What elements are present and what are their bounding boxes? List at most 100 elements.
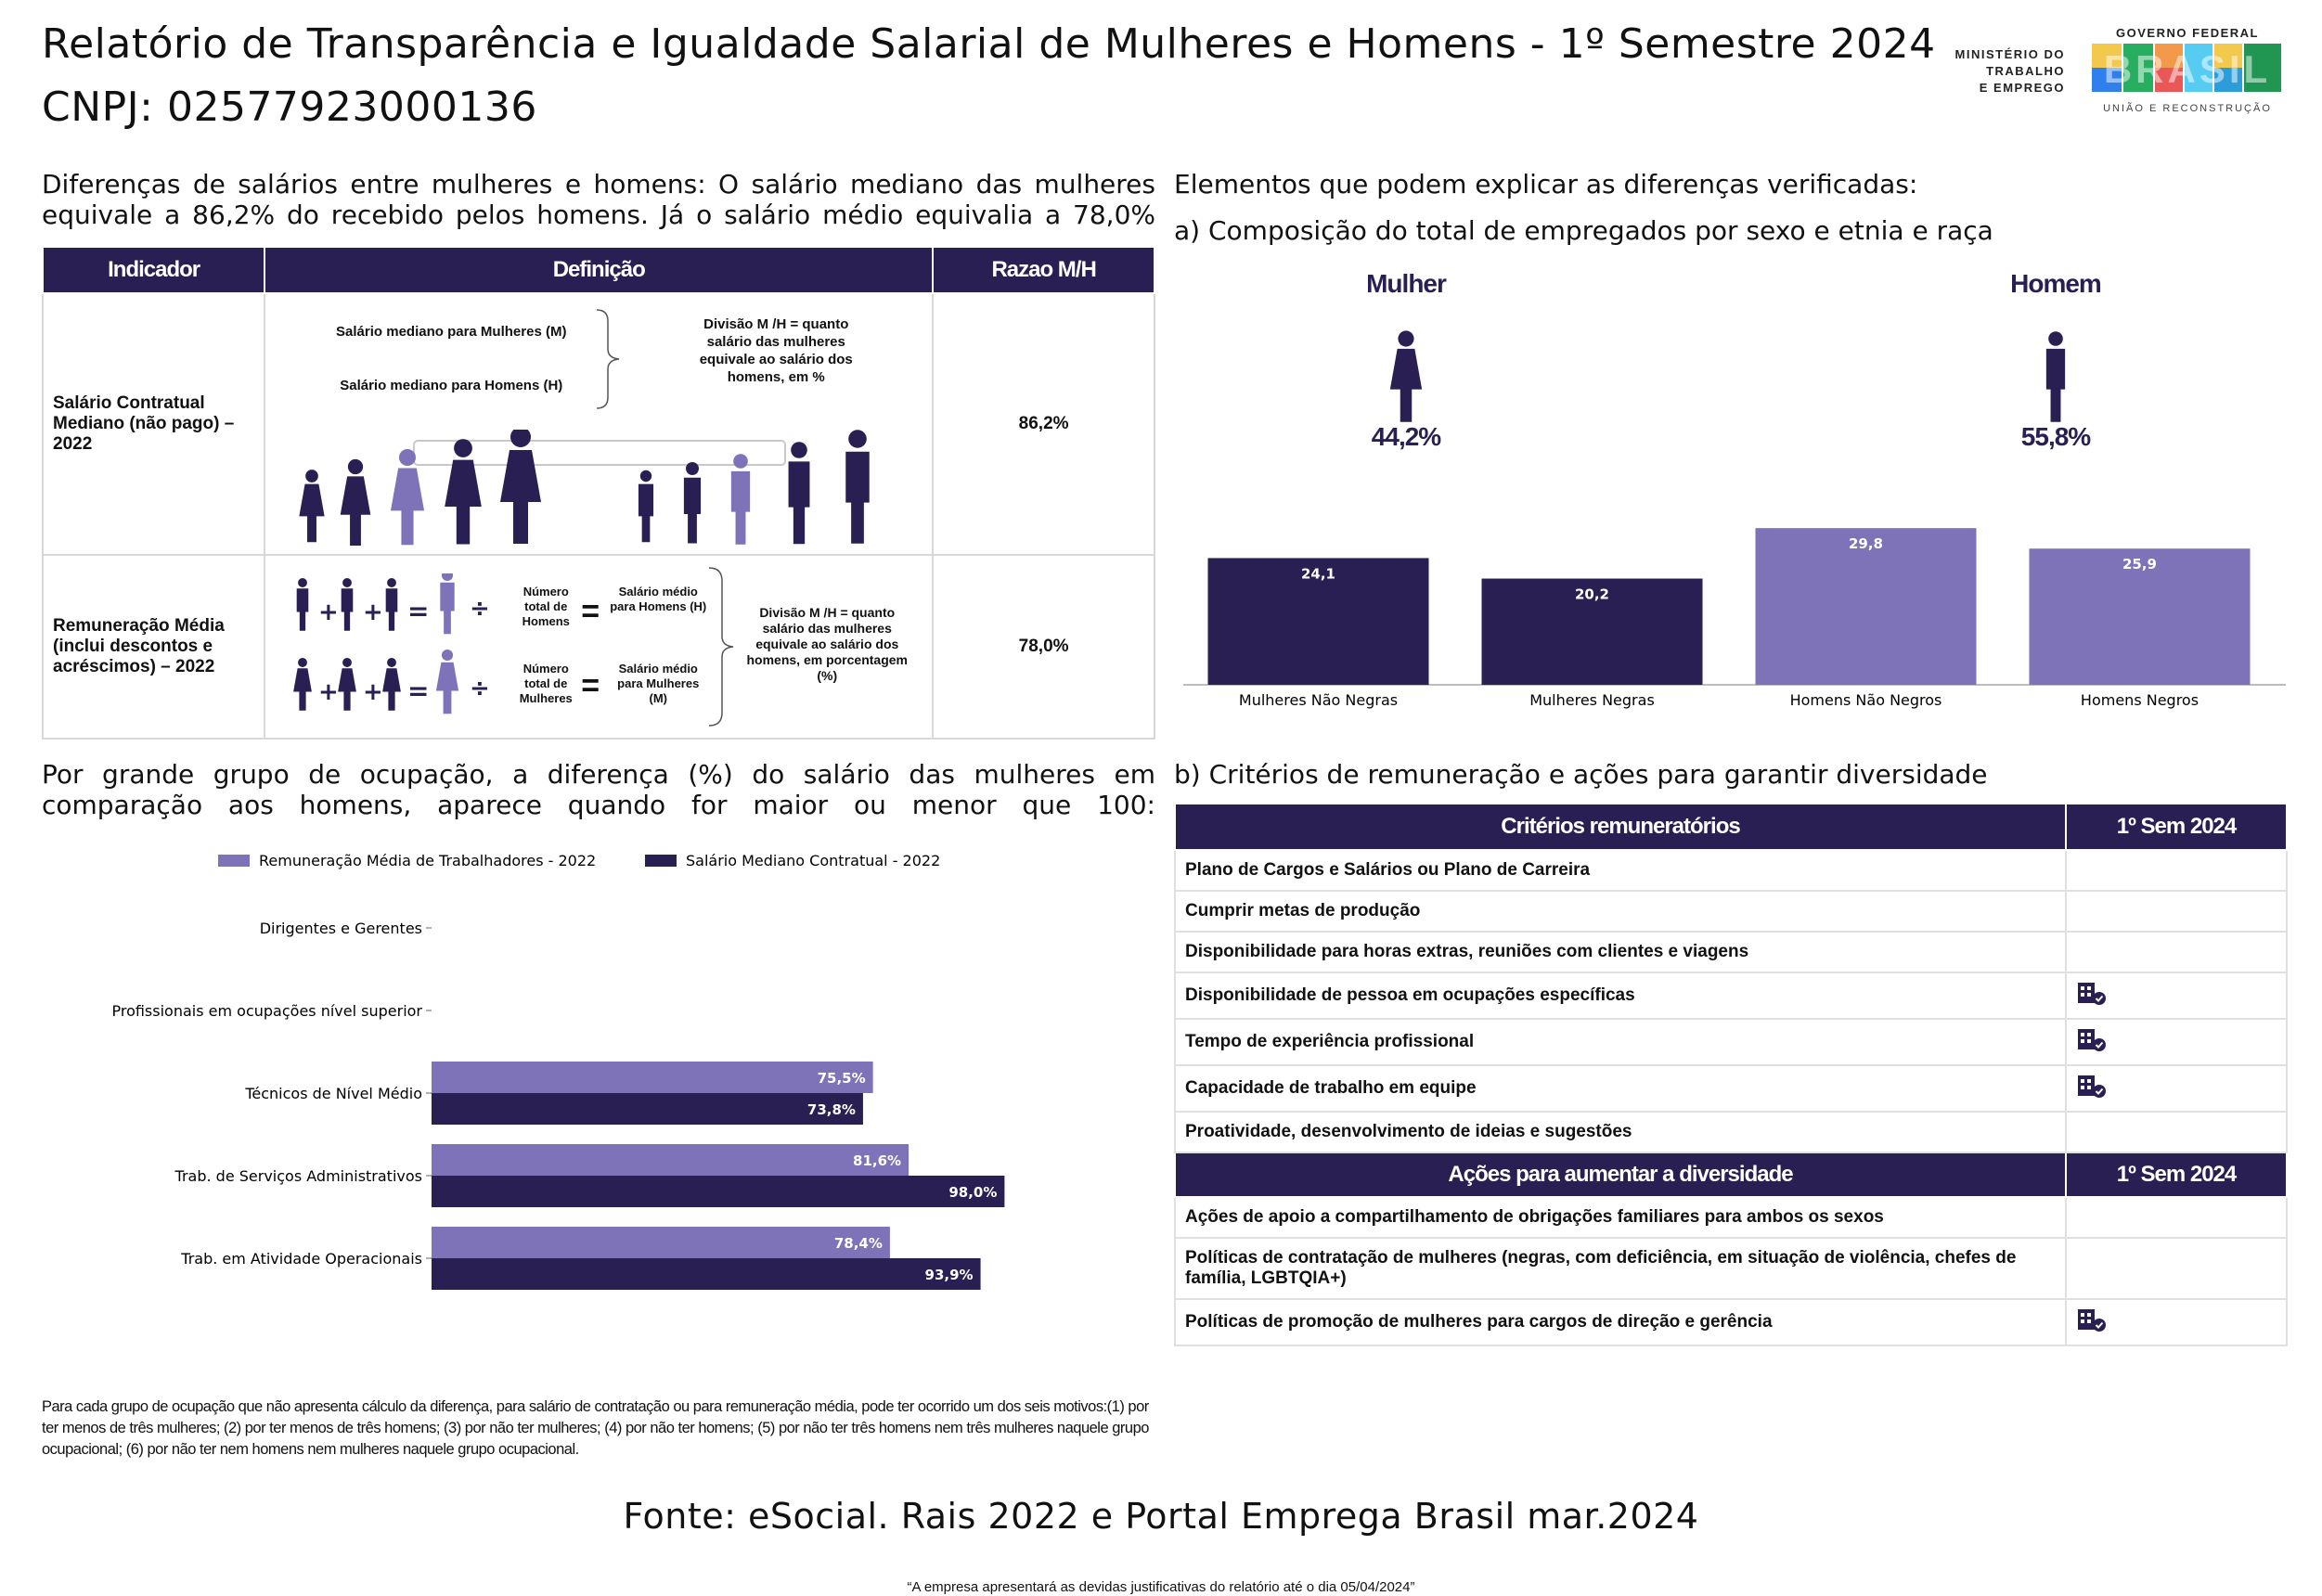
bar-label: 93,9% [925,1267,974,1283]
equals-sign: = [581,594,600,629]
sum-figures-icon: + + = + + = [293,573,490,714]
criteria-mark [2065,890,2288,933]
ministry-line: TRABALHO [1986,64,2065,78]
building-check-icon [2078,1075,2106,1098]
median-men-label: Salário mediano para Homens (H) [340,378,563,393]
bar-label: 20,2 [1575,586,1609,603]
men-percent: 55,8% [2020,422,2091,451]
table-row: Cumprir metas de produção [1174,890,2288,933]
legend-label: Remuneração Média de Trabalhadores - 202… [259,852,596,869]
criteria-label: Tempo de experiência profissional [1174,1018,2067,1066]
svg-text:÷: ÷ [470,675,490,702]
avg-women-label: Salário médio para Mulheres (M) [617,662,700,705]
median-ratio-value: 86,2% [932,292,1155,556]
composition-heading: a) Composição do total de empregados por… [1174,215,1993,246]
criteria-mark [2065,1064,2288,1113]
occupation-chart: Remuneração Média de Trabalhadores - 202… [111,852,1005,1290]
brasil-logo-icon: BRASIL [2092,44,2281,92]
criteria-label: Ações de apoio a compartilhamento de obr… [1174,1196,2067,1239]
criteria-label: Capacidade de trabalho em equipe [1174,1064,2067,1113]
criteria-label: Cumprir metas de produção [1174,890,2067,933]
table-row: Ações de apoio a compartilhamento de obr… [1174,1196,2288,1239]
ministry-line: MINISTÉRIO DO [1954,47,2065,61]
category-label: Trab. em Atividade Operacionais [180,1250,422,1268]
page-title: Relatório de Transparência e Igualdade S… [42,20,1936,68]
category-label: Trab. de Serviços Administrativos [174,1167,422,1185]
num-women-label: Número total de Mulheres [519,662,573,705]
table-row: Proatividade, desenvolvimento de ideias … [1174,1111,2288,1153]
svg-text:÷: ÷ [470,595,490,623]
bar [1755,528,1977,685]
criteria-mark [2065,1196,2288,1239]
definition-header: Definição [264,246,935,294]
table-row: Disponibilidade para horas extras, reuni… [1174,931,2288,973]
svg-text:+: + [363,678,383,706]
bar [432,1258,981,1290]
category-label: Homens Negros [2081,691,2199,709]
bar-label: 81,6% [853,1152,901,1169]
svg-text:=: = [407,596,429,626]
criteria-label: Disponibilidade para horas extras, reuni… [1174,931,2067,973]
svg-text:=: = [407,676,429,706]
composition-chart: 24,1 Mulheres Não Negras 20,2 Mulheres Negr… [1183,528,2286,709]
bar [432,1062,873,1093]
bar [432,1176,1005,1207]
criteria-label: Políticas de promoção de mulheres para c… [1174,1298,2067,1346]
man-icon [2045,331,2066,422]
bar-label: 29,8 [1849,535,1883,552]
women-label: Mulher [1366,269,1447,298]
bar [1481,578,1703,685]
median-women-label: Salário mediano para Mulheres (M) [336,324,567,340]
avg-men-label: Salário médio para Homens (H) [610,585,707,613]
table-row: Políticas de promoção de mulheres para c… [1174,1298,2288,1346]
table-row: Plano de Cargos e Salários ou Plano de C… [1174,849,2288,892]
category-label: Mulheres Negras [1529,691,1655,709]
category-label: Dirigentes e Gerentes [260,920,422,937]
svg-text:+: + [318,678,339,706]
criteria-mark [2065,1298,2288,1346]
ministry-line: E EMPREGO [1979,81,2065,95]
brace-icon [597,309,620,409]
bar-label: 25,9 [2122,556,2157,573]
men-label: Homem [2010,269,2102,298]
occupation-heading: Por grande grupo de ocupação, a diferenç… [42,759,1155,820]
category-label: Profissionais em ocupações nível superio… [111,1002,422,1020]
criteria-mark [2065,1237,2288,1300]
woman-icon [1389,330,1423,422]
semester-header: 1º Sem 2024 [2065,803,2288,851]
bar [432,1093,863,1125]
criteria-label: Políticas de contratação de mulheres (ne… [1174,1237,2067,1300]
bar [2029,548,2251,685]
legend-swatch [645,855,677,867]
average-ratio-value: 78,0% [932,554,1155,740]
criteria-mark [2065,1018,2288,1066]
building-check-icon [2078,1309,2106,1332]
table-row: Políticas de contratação de mulheres (ne… [1174,1237,2288,1300]
table-row: Capacidade de trabalho em equipe [1174,1064,2288,1113]
table-row: Remuneração Média (inclui descontos e ac… [41,554,1155,740]
criteria-table: Critérios remuneratórios 1º Sem 2024 Pla… [1174,803,2288,1346]
criteria-heading: b) Critérios de remuneração e ações para… [1174,759,1988,790]
num-men-label: Número total de Homens [522,585,570,628]
definition-average: + + = + + = [264,554,935,740]
left-intro: Diferenças de salários entre mulheres e … [42,169,1155,230]
svg-text:+: + [318,598,339,626]
building-check-icon [2078,983,2106,1005]
gov-top: GOVERNO FEDERAL [2116,26,2259,40]
indicator-table: Indicador Definição Razao M/H Salário Co… [41,246,1155,740]
footnote-text: “A empresa apresentará as devidas justif… [907,1579,1415,1595]
svg-text:+: + [363,598,383,626]
table-row: Ações para aumentar a diversidade 1º Sem … [1174,1152,2288,1198]
table-row: Disponibilidade de pessoa em ocupações e… [1174,972,2288,1020]
note-text: Para cada grupo de ocupação que não apre… [42,1398,1149,1458]
women-percent: 44,2% [1371,422,1441,451]
building-check-icon [2078,1029,2106,1051]
ministry-logo: MINISTÉRIO DO TRABALHO E EMPREGO [1912,46,2065,97]
criteria-mark [2065,1111,2288,1153]
category-label: Mulheres Não Negras [1239,691,1398,709]
definition-median: Salário mediano para Mulheres (M) Salári… [264,292,935,556]
criteria-mark [2065,849,2288,892]
criteria-header: Critérios remuneratórios [1174,803,2067,851]
gov-bottom: UNIÃO E RECONSTRUÇÃO [2103,103,2272,114]
criteria-mark [2065,972,2288,1020]
